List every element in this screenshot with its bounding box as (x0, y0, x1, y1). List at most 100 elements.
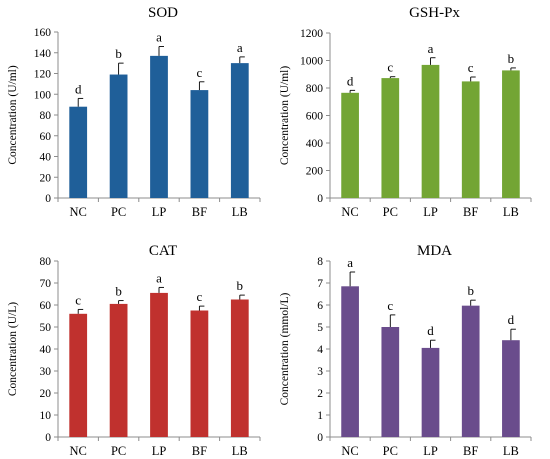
chart-3-ytick-label-8: 80 (40, 256, 52, 268)
chart-3-ytick-label-6: 60 (40, 300, 52, 312)
chart-3-siglabel-PC: b (115, 284, 122, 299)
chart-2-bar-PC (381, 78, 400, 198)
chart-3-bar-BF (190, 310, 209, 437)
chart-2-bar-NC (341, 92, 359, 198)
chart-3-bar-PC (109, 303, 128, 437)
chart-1-siglabel-NC: d (75, 81, 82, 96)
chart-1-category-LB: LB (232, 205, 248, 219)
chart-3-category-LB: LB (232, 444, 248, 458)
chart-2-category-LP: LP (423, 205, 438, 219)
chart-3-ytick-label-1: 10 (40, 410, 52, 422)
chart-3-ytick-label-3: 30 (40, 366, 52, 378)
chart-2-category-BF: BF (463, 205, 478, 219)
chart-1-ytick-label-1: 20 (40, 172, 52, 184)
chart-4-bar-PC (381, 327, 400, 437)
chart-1-bar-LB (230, 63, 249, 198)
chart-1-siglabel-BF: c (197, 65, 203, 80)
chart-4-category-LB: LB (503, 444, 519, 458)
chart-1-ytick-label-8: 160 (34, 27, 52, 39)
chart-4-category-LP: LP (423, 444, 438, 458)
chart-3-category-LP: LP (152, 444, 167, 458)
chart-2-siglabel-BF: c (468, 60, 474, 75)
chart-4-ytick-label-2: 2 (317, 388, 323, 400)
chart-4-category-BF: BF (463, 444, 478, 458)
chart-2-ytick-label-4: 800 (306, 83, 324, 95)
chart-1-ytick-label-5: 100 (34, 89, 52, 101)
chart-3-category-BF: BF (192, 444, 207, 458)
chart-4-ytick-label-1: 1 (317, 410, 323, 422)
chart-4-ytick-label-0: 0 (317, 432, 323, 444)
chart-1-ytick-label-4: 80 (40, 110, 52, 122)
chart-2-bar-LP (421, 64, 440, 199)
chart-3-ylabel: Concentration (U/L) (7, 302, 19, 396)
chart-1-category-NC: NC (70, 205, 87, 219)
chart-4-bar-LP (421, 347, 440, 437)
chart-2-siglabel-PC: c (387, 60, 393, 75)
chart-4-siglabel-LP: d (427, 323, 434, 338)
chart-2-ytick-label-3: 600 (306, 111, 324, 123)
chart-1-bar-NC (69, 106, 88, 198)
chart-2-category-LB: LB (503, 205, 519, 219)
chart-4-ytick-label-3: 3 (317, 366, 323, 378)
chart-3-siglabel-NC: c (75, 292, 81, 307)
chart-4-siglabel-BF: b (467, 283, 474, 298)
chart-4-siglabel-LB: d (508, 312, 515, 327)
chart-4-category-PC: PC (383, 444, 398, 458)
chart-3-siglabel-LP: a (156, 270, 162, 285)
chart-1-category-PC: PC (111, 205, 126, 219)
chart-2-title: GSH-Px (409, 5, 460, 21)
chart-2-bar-LB (502, 70, 520, 198)
chart-3-ytick-label-0: 0 (45, 432, 51, 444)
chart-1-bar-LP (150, 55, 168, 198)
chart-2-ytick-label-0: 0 (317, 193, 323, 205)
chart-1-ytick-label-2: 40 (40, 152, 52, 164)
chart-2-ylabel: Concentration (U/ml) (279, 66, 291, 165)
chart-2-ytick-label-2: 400 (306, 138, 324, 150)
chart-3-ytick-label-7: 70 (40, 278, 52, 290)
chart-3-ytick-label-2: 20 (40, 388, 52, 400)
chart-2-siglabel-NC: d (347, 73, 354, 88)
chart-4-ytick-label-5: 5 (317, 322, 323, 334)
chart-1-siglabel-PC: b (115, 46, 122, 61)
chart-1-ytick-label-6: 120 (34, 69, 52, 81)
chart-3-category-NC: NC (70, 444, 87, 458)
chart-4-ytick-label-6: 6 (317, 300, 323, 312)
chart-3-title: CAT (149, 243, 177, 259)
chart-4-bar-NC (341, 286, 359, 437)
chart-4-ylabel: Concentration (mmol/L) (279, 292, 291, 405)
chart-4-category-NC: NC (341, 444, 358, 458)
chart-4-bar-BF (461, 305, 480, 437)
chart-3-bar-LP (150, 292, 168, 437)
chart-4-ytick-label-8: 8 (317, 256, 323, 268)
chart-1-title: SOD (148, 5, 178, 21)
chart-1-siglabel-LP: a (156, 30, 162, 45)
chart-1-siglabel-LB: a (237, 40, 243, 55)
chart-3-ytick-label-4: 40 (40, 344, 52, 356)
chart-3-siglabel-BF: c (197, 289, 203, 304)
chart-1-ytick-label-0: 0 (45, 193, 51, 205)
chart-4-siglabel-PC: c (387, 298, 393, 313)
chart-2-category-NC: NC (341, 205, 358, 219)
chart-3-category-PC: PC (111, 444, 126, 458)
chart-3-bar-LB (230, 299, 249, 437)
chart-4-title: MDA (417, 243, 452, 259)
chart-1-category-LP: LP (152, 205, 167, 219)
chart-2-ytick-label-1: 200 (306, 166, 324, 178)
chart-1-ylabel: Concentration (U/ml) (7, 65, 19, 164)
chart-3-siglabel-LB: b (237, 278, 244, 293)
chart-2-ytick-label-6: 1200 (300, 28, 323, 40)
chart-2-ytick-label-5: 1000 (300, 56, 323, 68)
chart-3-ytick-label-5: 50 (40, 322, 52, 334)
chart-2-siglabel-LB: b (508, 51, 515, 66)
chart-4-siglabel-NC: a (347, 255, 353, 270)
chart-2-category-PC: PC (383, 205, 398, 219)
chart-4-ytick-label-7: 7 (317, 278, 323, 290)
chart-3-bar-NC (69, 313, 88, 437)
chart-1-bar-BF (190, 90, 209, 198)
chart-4-ytick-label-4: 4 (317, 344, 323, 356)
chart-1-ytick-label-3: 60 (40, 131, 52, 143)
chart-4-bar-LB (502, 340, 520, 437)
chart-1-bar-PC (109, 74, 128, 198)
chart-2-siglabel-LP: a (428, 41, 434, 56)
